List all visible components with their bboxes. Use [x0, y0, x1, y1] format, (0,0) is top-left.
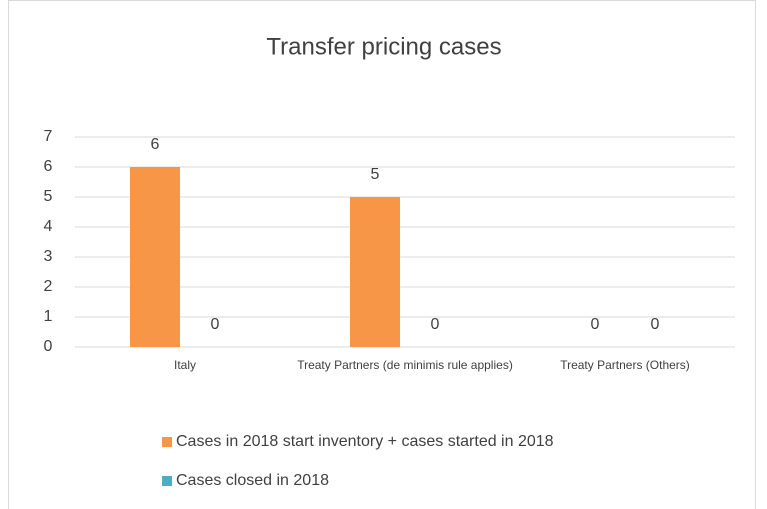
data-label: 0 — [651, 316, 660, 333]
data-label: 0 — [211, 316, 220, 333]
y-tick-label: 2 — [44, 278, 53, 295]
x-tick-label: Italy — [173, 358, 196, 372]
chart-title: Transfer pricing cases — [266, 33, 501, 60]
legend-label: Cases closed in 2018 — [176, 472, 329, 489]
y-tick-label: 6 — [44, 158, 53, 175]
y-tick-label: 0 — [44, 338, 53, 355]
x-tick-label: Treaty Partners (de minimis rule applies… — [297, 358, 513, 372]
x-tick-label: Treaty Partners (Others) — [560, 358, 690, 372]
x-tick-label-box: Treaty Partners (de minimis rule applies… — [297, 358, 513, 372]
legend-swatch — [162, 437, 172, 447]
y-tick-label: 3 — [44, 248, 53, 265]
y-tick-label: 4 — [44, 218, 53, 235]
bar — [130, 167, 180, 347]
data-label: 0 — [591, 316, 600, 333]
y-tick-label: 5 — [44, 188, 53, 205]
y-tick-label: 7 — [44, 128, 53, 145]
legend-label: Cases in 2018 start inventory + cases st… — [176, 433, 554, 450]
data-label: 6 — [151, 136, 160, 153]
x-tick-label-box: Italy — [173, 358, 196, 372]
bar — [350, 197, 400, 347]
x-tick-label-box: Treaty Partners (Others) — [560, 358, 690, 372]
data-label: 0 — [431, 316, 440, 333]
data-label: 5 — [371, 166, 380, 183]
legend-swatch — [162, 476, 172, 486]
y-tick-label: 1 — [44, 308, 53, 325]
